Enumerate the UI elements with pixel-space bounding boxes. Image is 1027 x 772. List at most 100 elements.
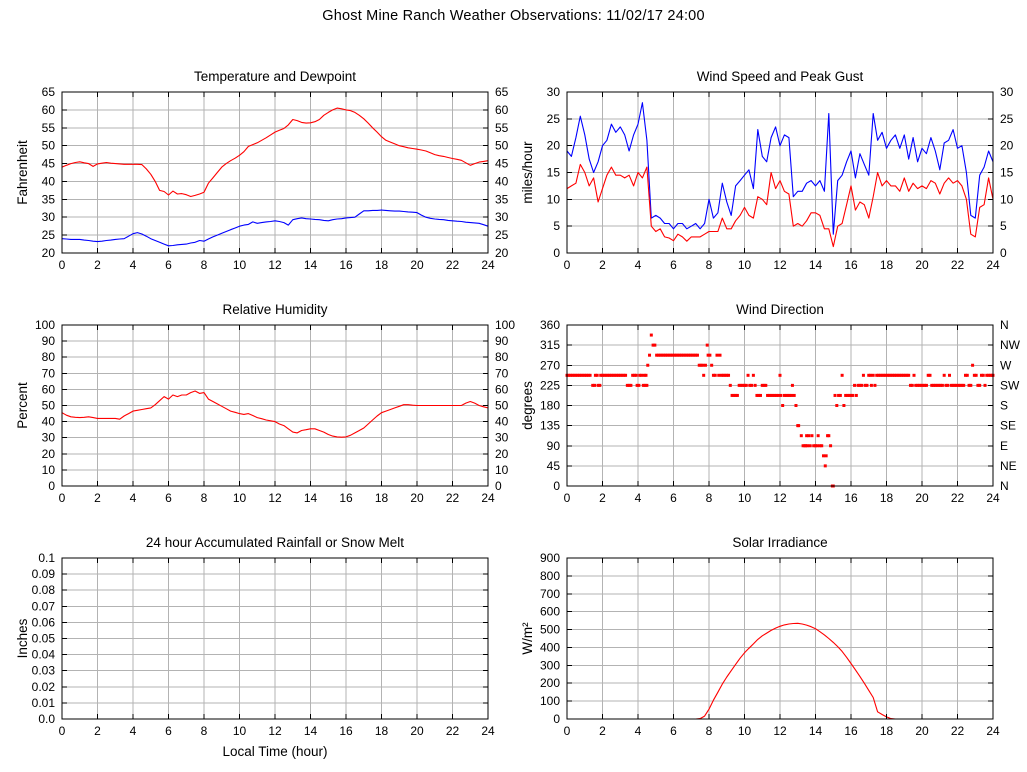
svg-text:N: N <box>1000 318 1009 332</box>
svg-text:20: 20 <box>547 139 561 153</box>
svg-text:24: 24 <box>481 491 495 505</box>
tick-labels: 0 2 4 6 8 10 12 14 16 18 20 22 240.00.010.020.030.04… <box>32 551 495 738</box>
svg-text:18: 18 <box>880 491 894 505</box>
relative-humidity-plot: 0 2 4 6 8 10 12 14 16 18 20 22 240102030405060708090… <box>15 302 515 505</box>
svg-text:24: 24 <box>481 724 495 738</box>
svg-text:22: 22 <box>951 258 965 272</box>
svg-text:80: 80 <box>42 350 56 364</box>
titles: Temperature and Dewpoint Fahrenheit <box>15 69 356 205</box>
svg-text:20: 20 <box>1000 139 1014 153</box>
chart-wind-speed-gust: 0 2 4 6 8 10 12 14 16 18 20 22 24 0 5 10 15 20 25 30 0 5 10 15 2… <box>505 58 1027 291</box>
svg-text:16: 16 <box>844 724 858 738</box>
svg-text:18: 18 <box>375 491 389 505</box>
svg-text:50: 50 <box>42 139 56 153</box>
svg-text:E: E <box>1000 439 1008 453</box>
chart-title: 24 hour Accumulated Rainfall or Snow Mel… <box>146 535 404 550</box>
svg-text:225: 225 <box>540 378 560 392</box>
svg-text:100: 100 <box>495 318 515 332</box>
svg-text:24: 24 <box>481 258 495 272</box>
axes <box>566 324 994 487</box>
svg-text:2: 2 <box>599 724 606 738</box>
svg-text:15: 15 <box>547 166 561 180</box>
chart-temperature-dewpoint: 0 2 4 6 8 10 12 14 16 18 20 22 24 20 25 30 35 40 45 50 55 60 6… <box>0 58 527 291</box>
svg-text:70: 70 <box>42 366 56 380</box>
chart-title: Solar Irradiance <box>732 535 827 550</box>
svg-text:14: 14 <box>304 258 318 272</box>
axes <box>566 91 994 254</box>
svg-text:0: 0 <box>59 724 66 738</box>
svg-text:270: 270 <box>540 358 560 372</box>
svg-text:6: 6 <box>165 258 172 272</box>
svg-text:65: 65 <box>495 85 509 99</box>
tick-labels: 0 2 4 6 8 10 12 14 16 18 20 22 242025303540455055606… <box>42 85 509 272</box>
series-dewpoint <box>61 209 489 247</box>
svg-text:20: 20 <box>410 491 424 505</box>
svg-text:22: 22 <box>951 724 965 738</box>
chart-title: Relative Humidity <box>222 302 327 317</box>
svg-text:0: 0 <box>553 479 560 493</box>
svg-text:100: 100 <box>540 694 560 708</box>
svg-text:2: 2 <box>94 491 101 505</box>
svg-text:8: 8 <box>706 491 713 505</box>
svg-text:55: 55 <box>495 121 509 135</box>
svg-text:30: 30 <box>42 210 56 224</box>
svg-text:10: 10 <box>233 724 247 738</box>
svg-text:8: 8 <box>706 258 713 272</box>
svg-text:0: 0 <box>59 258 66 272</box>
chart-rainfall: 0 2 4 6 8 10 12 14 16 18 20 22 24 0.0 0.01 0.02 0.03 0.04… <box>0 524 527 772</box>
svg-text:50: 50 <box>495 399 509 413</box>
svg-text:16: 16 <box>844 258 858 272</box>
svg-text:50: 50 <box>495 139 509 153</box>
svg-text:8: 8 <box>201 258 208 272</box>
svg-text:24: 24 <box>986 258 1000 272</box>
svg-text:0.01: 0.01 <box>32 696 56 710</box>
svg-text:20: 20 <box>915 491 929 505</box>
grid <box>567 325 993 486</box>
svg-text:135: 135 <box>540 419 560 433</box>
svg-text:20: 20 <box>410 724 424 738</box>
titles: Relative Humidity Percent <box>15 302 328 429</box>
svg-text:80: 80 <box>495 350 509 364</box>
svg-text:35: 35 <box>495 192 509 206</box>
svg-text:22: 22 <box>446 491 460 505</box>
svg-text:900: 900 <box>540 551 560 565</box>
svg-text:30: 30 <box>42 431 56 445</box>
svg-text:315: 315 <box>540 338 560 352</box>
svg-text:4: 4 <box>130 258 137 272</box>
y-axis-label: Percent <box>15 382 30 429</box>
svg-text:60: 60 <box>42 382 56 396</box>
svg-text:12: 12 <box>268 258 282 272</box>
svg-text:22: 22 <box>951 491 965 505</box>
wind-direction-plot: 0 2 4 6 8 10 12 14 16 18 20 22 240459013518022527031… <box>520 302 1021 505</box>
svg-text:60: 60 <box>495 382 509 396</box>
svg-text:N: N <box>1000 479 1009 493</box>
wind-speed-gust-plot: 0 2 4 6 8 10 12 14 16 18 20 22 240510152025300510152… <box>520 69 1014 272</box>
svg-text:70: 70 <box>495 366 509 380</box>
svg-text:12: 12 <box>773 258 787 272</box>
y-axis-label: Inches <box>15 618 30 658</box>
svg-text:16: 16 <box>844 491 858 505</box>
svg-text:8: 8 <box>201 491 208 505</box>
svg-text:0.02: 0.02 <box>32 680 56 694</box>
svg-text:2: 2 <box>599 491 606 505</box>
svg-text:24: 24 <box>986 724 1000 738</box>
svg-text:4: 4 <box>635 491 642 505</box>
svg-text:500: 500 <box>540 623 560 637</box>
svg-text:6: 6 <box>670 258 677 272</box>
y-axis-label: miles/hour <box>520 141 535 204</box>
svg-text:5: 5 <box>553 219 560 233</box>
series-humidity <box>61 390 489 438</box>
svg-text:35: 35 <box>42 192 56 206</box>
svg-text:0: 0 <box>1000 246 1007 260</box>
svg-text:200: 200 <box>540 676 560 690</box>
svg-text:22: 22 <box>446 724 460 738</box>
titles: Wind Speed and Peak Gust miles/hour <box>520 69 864 204</box>
rainfall-plot: 0 2 4 6 8 10 12 14 16 18 20 22 240.00.010.020.030.04… <box>15 535 495 759</box>
svg-text:W: W <box>1000 358 1012 372</box>
svg-text:20: 20 <box>42 447 56 461</box>
svg-text:18: 18 <box>880 724 894 738</box>
series-temperature <box>61 107 489 198</box>
svg-text:15: 15 <box>1000 166 1014 180</box>
y-axis-label: degrees <box>520 381 535 430</box>
